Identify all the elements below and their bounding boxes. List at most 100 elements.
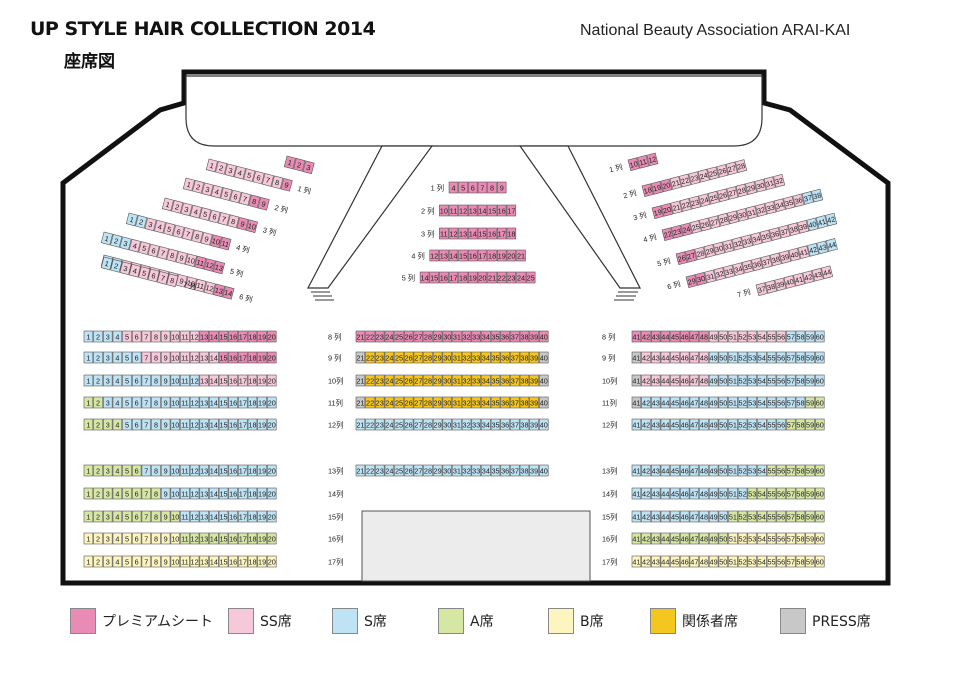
seat[interactable]: 10	[439, 204, 449, 217]
seat[interactable]: 6	[252, 170, 265, 185]
seat[interactable]: 51	[728, 374, 738, 387]
seat[interactable]: 43	[650, 555, 661, 568]
seat[interactable]: 9	[160, 418, 171, 431]
seat[interactable]: 29	[432, 351, 443, 364]
seat[interactable]: 28	[423, 418, 433, 431]
seat[interactable]: 40	[539, 464, 549, 477]
seat[interactable]: 13	[458, 227, 468, 240]
seat[interactable]: 40	[783, 275, 796, 289]
seat[interactable]: 22	[365, 396, 375, 409]
seat[interactable]: 4	[112, 464, 123, 477]
seat[interactable]: 31	[452, 374, 462, 387]
seat[interactable]: 36	[500, 396, 510, 409]
seat[interactable]: 4	[189, 204, 202, 219]
seat[interactable]: 16	[228, 351, 238, 364]
seat[interactable]: 31	[452, 330, 462, 343]
seat[interactable]: 52	[737, 351, 748, 364]
seat[interactable]: 29	[745, 181, 758, 195]
seat[interactable]: 31	[452, 418, 462, 431]
seat[interactable]: 21	[355, 418, 366, 431]
seat[interactable]: 31	[452, 351, 462, 364]
seat[interactable]: 12	[448, 227, 459, 240]
seat[interactable]: 53	[747, 510, 757, 523]
seat[interactable]: 13	[199, 487, 209, 500]
seat[interactable]: 13	[199, 330, 209, 343]
seat[interactable]: 59	[805, 510, 815, 523]
seat[interactable]: 43	[650, 374, 661, 387]
seat[interactable]: 11	[219, 236, 232, 251]
seat[interactable]: 54	[757, 374, 767, 387]
seat[interactable]: 16	[228, 464, 238, 477]
seat[interactable]: 42	[641, 510, 651, 523]
seat[interactable]: 19	[257, 330, 267, 343]
seat[interactable]: 58	[795, 555, 806, 568]
seat[interactable]: 50	[718, 532, 728, 545]
seat[interactable]: 9	[160, 396, 171, 409]
seat[interactable]: 34	[481, 351, 491, 364]
seat[interactable]: 6	[131, 396, 142, 409]
seat[interactable]: 17	[506, 204, 517, 217]
seat[interactable]: 33	[471, 351, 481, 364]
seat[interactable]: 28	[423, 464, 433, 477]
seat[interactable]: 45	[670, 464, 680, 477]
seat[interactable]: 18	[487, 249, 497, 262]
seat[interactable]: 58	[795, 418, 806, 431]
seat[interactable]: 44	[660, 510, 671, 523]
seat[interactable]: 49	[708, 555, 719, 568]
seat[interactable]: 4	[210, 184, 223, 199]
seat[interactable]: 15	[218, 418, 229, 431]
seat[interactable]: 6	[468, 181, 478, 194]
seat[interactable]: 50	[718, 330, 728, 343]
seat[interactable]: 55	[766, 487, 777, 500]
seat[interactable]: 14	[209, 330, 219, 343]
seat[interactable]: 7	[141, 487, 152, 500]
seat[interactable]: 55	[766, 396, 777, 409]
seat[interactable]: 5	[122, 532, 132, 545]
seat[interactable]: 52	[737, 396, 748, 409]
seat[interactable]: 11	[194, 278, 207, 293]
seat[interactable]: 44	[660, 532, 671, 545]
seat[interactable]: 14	[209, 418, 219, 431]
seat[interactable]: 10	[170, 532, 181, 545]
seat[interactable]: 58	[795, 396, 806, 409]
seat[interactable]: 26	[403, 374, 414, 387]
seat[interactable]: 16	[228, 532, 238, 545]
seat[interactable]: 58	[795, 464, 806, 477]
seat[interactable]: 15	[218, 532, 229, 545]
seat[interactable]: 48	[699, 487, 709, 500]
seat[interactable]: 4	[112, 330, 123, 343]
seat[interactable]: 50	[718, 555, 728, 568]
seat[interactable]: 12	[189, 330, 200, 343]
seat[interactable]: 19	[257, 396, 267, 409]
seat[interactable]: 53	[747, 396, 757, 409]
seat[interactable]: 38	[811, 188, 824, 203]
seat[interactable]: 6	[131, 555, 142, 568]
seat[interactable]: 50	[718, 510, 728, 523]
seat[interactable]: 1	[83, 487, 94, 500]
seat[interactable]: 43	[650, 330, 661, 343]
seat[interactable]: 5	[122, 351, 132, 364]
seat[interactable]: 45	[670, 510, 680, 523]
seat[interactable]: 13	[199, 510, 209, 523]
seat[interactable]: 40	[539, 374, 549, 387]
seat[interactable]: 24	[698, 193, 711, 207]
seat[interactable]: 26	[403, 418, 414, 431]
seat[interactable]: 51	[728, 464, 738, 477]
seat[interactable]: 1	[283, 155, 296, 170]
seat[interactable]: 50	[718, 418, 728, 431]
seat[interactable]: 37	[760, 255, 773, 269]
seat[interactable]: 6	[172, 224, 185, 239]
seat[interactable]: 33	[764, 200, 777, 215]
seat[interactable]: 7	[141, 532, 152, 545]
seat[interactable]: 49	[708, 330, 719, 343]
seat[interactable]: 12	[458, 204, 468, 217]
seat[interactable]: 43	[650, 532, 661, 545]
seat[interactable]: 52	[737, 418, 748, 431]
seat[interactable]: 37	[510, 464, 520, 477]
seat[interactable]: 54	[757, 532, 767, 545]
seat[interactable]: 10	[184, 253, 198, 267]
seat[interactable]: 47	[689, 330, 700, 343]
seat[interactable]: 35	[490, 396, 501, 409]
seat[interactable]: 1	[83, 418, 94, 431]
seat[interactable]: 4	[233, 165, 246, 180]
